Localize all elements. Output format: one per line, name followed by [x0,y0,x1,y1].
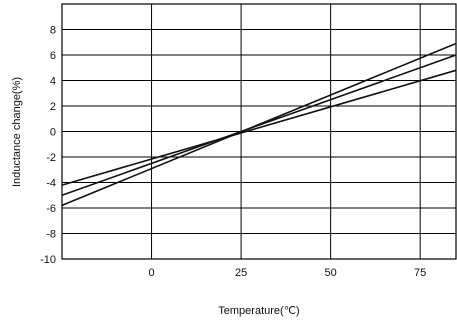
x-axis-title: Temperature(℃) [218,305,299,317]
y-tick-label: -2 [46,152,56,164]
series-layer [61,42,457,207]
y-tick-label: 8 [50,25,56,37]
y-tick-label: -4 [46,178,56,190]
plot-frame [61,3,457,260]
x-tick-label: 25 [235,267,247,279]
y-tick-label: -6 [46,203,56,215]
y-tick-label: 6 [50,50,56,62]
x-tick-labels: 0 25 50 75 [148,267,426,279]
y-tick-label: 4 [50,76,56,88]
y-tick-label: 2 [50,101,56,113]
grid-layer [62,4,456,259]
series-line-2 [61,54,457,197]
y-axis-title: Inductance change(%) [11,77,23,187]
y-tick-labels: 8 6 4 2 0 -2 -4 -6 -8 -10 [40,25,56,267]
series-line-3 [61,69,457,186]
y-tick-label: -10 [40,254,56,266]
x-tick-label: 75 [414,267,426,279]
x-tick-label: 50 [325,267,337,279]
x-tick-label: 0 [148,267,154,279]
y-tick-label: 0 [50,127,56,139]
y-tick-label: -8 [46,229,56,241]
